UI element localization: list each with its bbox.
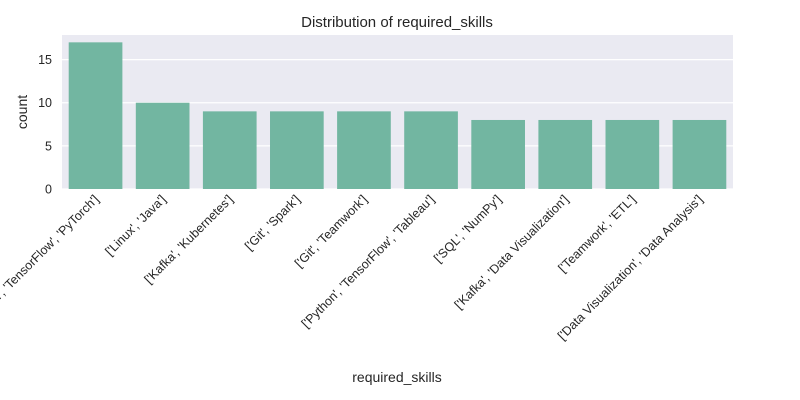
x-tick-label: ['Kafka', 'Data Visualization'] — [452, 192, 572, 312]
y-tick-label: 10 — [38, 96, 52, 110]
bar-5 — [404, 111, 458, 189]
y-axis-label: count — [14, 95, 30, 129]
y-tick-label: 5 — [45, 139, 52, 153]
y-tick-label: 15 — [38, 53, 52, 67]
bar-0 — [68, 42, 123, 190]
bar-4 — [337, 111, 391, 189]
x-tick-label: ['Git', 'Teamwork'] — [292, 192, 370, 270]
bar-3 — [270, 111, 324, 189]
bars — [68, 42, 727, 190]
x-tick-label: ['Linux', 'Java'] — [102, 192, 168, 258]
bar-1 — [135, 102, 190, 189]
bar-7 — [538, 119, 593, 189]
y-axis-ticks: 0 5 10 15 — [38, 53, 52, 196]
bar-9 — [672, 119, 727, 189]
chart-title: Distribution of required_skills — [301, 14, 493, 31]
bar-2 — [202, 111, 257, 189]
x-axis-label: required_skills — [352, 369, 441, 385]
x-tick-label: ['SQL', 'NumPy'] — [431, 192, 504, 265]
bar-8 — [605, 119, 660, 189]
y-tick-label: 0 — [45, 183, 52, 197]
x-axis-ticks: ['Python', 'TensorFlow', 'PyTorch'] ['Lin… — [0, 192, 706, 343]
x-tick-label: ['Python', 'TensorFlow', 'Tableau'] — [299, 192, 437, 330]
x-tick-label: ['Python', 'TensorFlow', 'PyTorch'] — [0, 192, 102, 331]
x-tick-label: ['Data Visualization', 'Data Analysis'] — [555, 192, 706, 343]
bar-6 — [471, 119, 525, 189]
x-tick-label: ['Git', 'Spark'] — [242, 192, 303, 253]
